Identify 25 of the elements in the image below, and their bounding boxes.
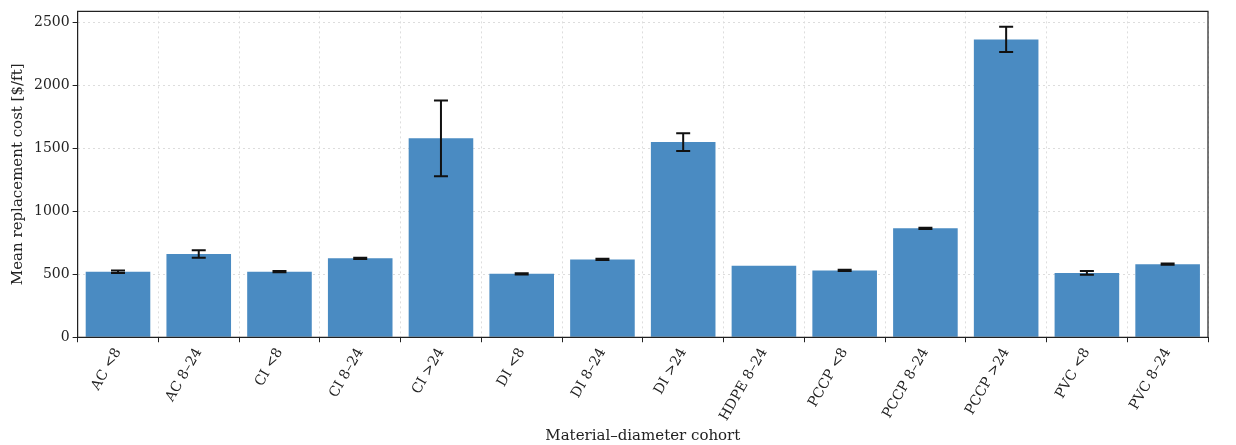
bar bbox=[650, 142, 716, 337]
y-tick-label: 0 bbox=[60, 327, 70, 344]
y-tick-label: 2500 bbox=[33, 12, 70, 29]
bar bbox=[489, 273, 554, 337]
bar bbox=[570, 259, 635, 337]
bar bbox=[731, 265, 797, 337]
bar bbox=[247, 271, 312, 337]
x-tick-label: AC <8 bbox=[86, 344, 124, 394]
x-tick-label: CI <8 bbox=[250, 344, 286, 389]
bar bbox=[812, 270, 877, 337]
bar bbox=[408, 138, 474, 337]
x-axis-title: Material–diameter cohort bbox=[545, 425, 741, 444]
bar bbox=[973, 39, 1039, 337]
y-tick-label: 1000 bbox=[33, 201, 70, 218]
x-tick-label: DI <8 bbox=[492, 344, 528, 389]
bar bbox=[85, 271, 151, 337]
y-axis-title: Mean replacement cost [$/ft] bbox=[7, 63, 26, 286]
bar bbox=[327, 258, 393, 337]
bar bbox=[1054, 272, 1120, 337]
bar bbox=[893, 228, 958, 337]
y-tick-label: 500 bbox=[42, 264, 70, 281]
y-tick-label: 1500 bbox=[33, 138, 70, 155]
bar bbox=[1135, 264, 1200, 337]
y-tick-label: 2000 bbox=[33, 75, 70, 92]
bar bbox=[166, 254, 232, 337]
